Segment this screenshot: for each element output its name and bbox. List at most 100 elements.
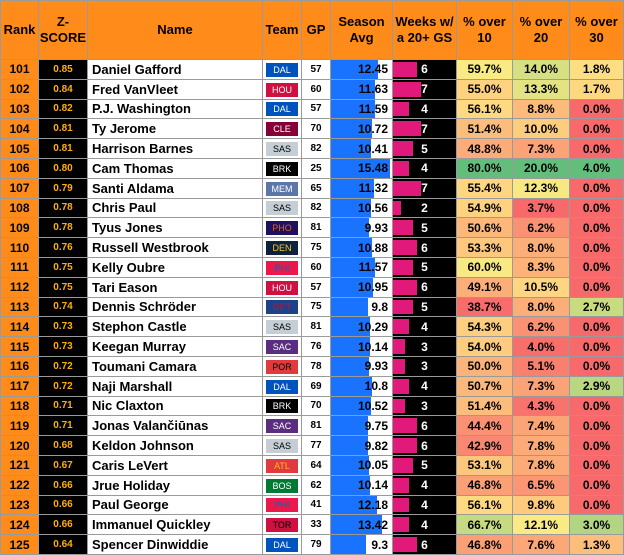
weeks-20-gs-cell: 2: [392, 197, 457, 219]
weeks-20-gs-cell: 4: [392, 494, 457, 516]
pct-over-10-cell: 60.0%: [456, 256, 513, 278]
season-avg-value: 10.95: [357, 280, 388, 295]
weeks-bar: [393, 160, 410, 176]
games-played-cell: 77: [301, 435, 331, 456]
weeks-value: 6: [421, 280, 428, 295]
season-avg-value: 10.14: [357, 339, 388, 354]
weeks-value: 2: [421, 200, 428, 215]
team-cell: DET: [262, 296, 302, 318]
pct-over-10-cell: 56.1%: [456, 494, 513, 516]
pct-over-20-cell: 4.3%: [512, 395, 570, 417]
table-row: 104 0.81 Ty Jerome CLE 70 10.72 7 51.4% 10.0% 0.0…: [0, 118, 624, 140]
weeks-bar: [393, 457, 414, 473]
pct-over-30-cell: 1.3%: [569, 534, 624, 555]
games-played-cell: 60: [301, 256, 331, 278]
weeks-bar: [393, 537, 418, 552]
season-avg-cell: 15.48: [330, 157, 393, 179]
team-badge: PHI: [266, 498, 298, 513]
z-score-cell: 0.78: [38, 217, 88, 239]
games-played-cell: 82: [301, 197, 331, 219]
pct-over-30-cell: 0.0%: [569, 336, 624, 357]
pct-over-10-cell: 66.7%: [456, 514, 513, 536]
pct-over-30-cell: 0.0%: [569, 316, 624, 338]
season-avg-bar: [331, 535, 367, 554]
pct-over-30-cell: 2.9%: [569, 375, 624, 397]
games-played-cell: 70: [301, 395, 331, 417]
season-avg-bar: [331, 238, 373, 257]
games-played-cell: 60: [301, 78, 331, 100]
season-avg-bar: [331, 416, 369, 435]
z-score-cell: 0.81: [38, 138, 88, 159]
weeks-value: 7: [421, 82, 428, 97]
z-score-cell: 0.85: [38, 59, 88, 80]
season-avg-cell: 10.8: [330, 375, 393, 397]
header-rank: Rank: [0, 0, 39, 60]
table-row: 115 0.73 Keegan Murray SAC 76 10.14 3 54.0% 4.0%…: [0, 336, 624, 357]
weeks-bar: [393, 299, 414, 315]
weeks-value: 5: [421, 220, 428, 235]
pct-over-20-cell: 6.2%: [512, 316, 570, 338]
team-badge: DAL: [266, 62, 298, 77]
pct-over-30-cell: 0.0%: [569, 435, 624, 456]
team-badge: SAS: [266, 439, 298, 454]
team-badge: SAC: [266, 419, 298, 434]
pct-over-10-cell: 51.4%: [456, 118, 513, 140]
team-badge: BRK: [266, 399, 298, 414]
table-row: 122 0.66 Jrue Holiday BOS 62 10.14 4 46.8% 6.5% 0…: [0, 474, 624, 496]
season-avg-bar: [331, 456, 370, 475]
season-avg-value: 9.93: [364, 220, 388, 235]
weeks-20-gs-cell: 5: [392, 217, 457, 239]
season-avg-value: 10.14: [357, 478, 388, 493]
header-weeks-20-gs: Weeks w/ a 20+ GS: [392, 0, 457, 60]
rank-cell: 119: [0, 415, 39, 437]
pct-over-20-cell: 7.3%: [512, 138, 570, 159]
season-avg-cell: 10.52: [330, 395, 393, 417]
rank-cell: 101: [0, 59, 39, 80]
games-played-cell: 75: [301, 237, 331, 258]
table-row: 113 0.74 Dennis Schröder DET 75 9.8 5 38.7% 8.0%…: [0, 296, 624, 318]
games-played-cell: 79: [301, 534, 331, 555]
team-cell: DAL: [262, 375, 302, 397]
table-row: 125 0.64 Spencer Dinwiddie DAL 79 9.3 6 46.8% 7.…: [0, 534, 624, 555]
rank-cell: 120: [0, 435, 39, 456]
table-row: 106 0.80 Cam Thomas BRK 25 15.48 4 80.0% 20.0% 4.…: [0, 157, 624, 179]
team-cell: DAL: [262, 534, 302, 555]
season-avg-bar: [331, 496, 378, 514]
season-avg-value: 10.05: [357, 458, 388, 473]
table-row: 119 0.71 Jonas Valančiūnas SAC 81 9.75 6 44.4% 7…: [0, 415, 624, 437]
season-avg-cell: 9.82: [330, 435, 393, 456]
season-avg-bar: [331, 119, 372, 138]
player-name-cell: Jrue Holiday: [87, 474, 263, 496]
season-avg-value: 9.3: [371, 537, 388, 552]
pct-over-20-cell: 8.0%: [512, 296, 570, 318]
weeks-20-gs-cell: 4: [392, 98, 457, 120]
z-score-cell: 0.71: [38, 415, 88, 437]
team-cell: DEN: [262, 237, 302, 258]
pct-over-30-cell: 0.0%: [569, 256, 624, 278]
team-cell: SAS: [262, 138, 302, 159]
team-badge: CLE: [266, 122, 298, 137]
pct-over-10-cell: 51.4%: [456, 395, 513, 417]
season-avg-value: 10.88: [357, 240, 388, 255]
weeks-value: 5: [421, 141, 428, 156]
season-avg-cell: 9.3: [330, 534, 393, 555]
player-name-cell: Kelly Oubre: [87, 256, 263, 278]
games-played-cell: 62: [301, 474, 331, 496]
team-cell: SAS: [262, 316, 302, 338]
pct-over-10-cell: 54.9%: [456, 197, 513, 219]
weeks-bar: [393, 477, 410, 493]
rank-cell: 108: [0, 197, 39, 219]
pct-over-20-cell: 12.1%: [512, 514, 570, 536]
weeks-value: 3: [421, 359, 428, 374]
team-cell: BOS: [262, 474, 302, 496]
team-badge: HOU: [266, 280, 298, 295]
z-score-cell: 0.74: [38, 296, 88, 318]
team-badge: TOR: [266, 518, 298, 533]
season-avg-value: 10.56: [357, 200, 388, 215]
rank-cell: 110: [0, 237, 39, 258]
pct-over-30-cell: 1.7%: [569, 78, 624, 100]
season-avg-cell: 10.88: [330, 237, 393, 258]
z-score-cell: 0.67: [38, 454, 88, 476]
season-avg-cell: 11.57: [330, 256, 393, 278]
pct-over-30-cell: 0.0%: [569, 217, 624, 239]
